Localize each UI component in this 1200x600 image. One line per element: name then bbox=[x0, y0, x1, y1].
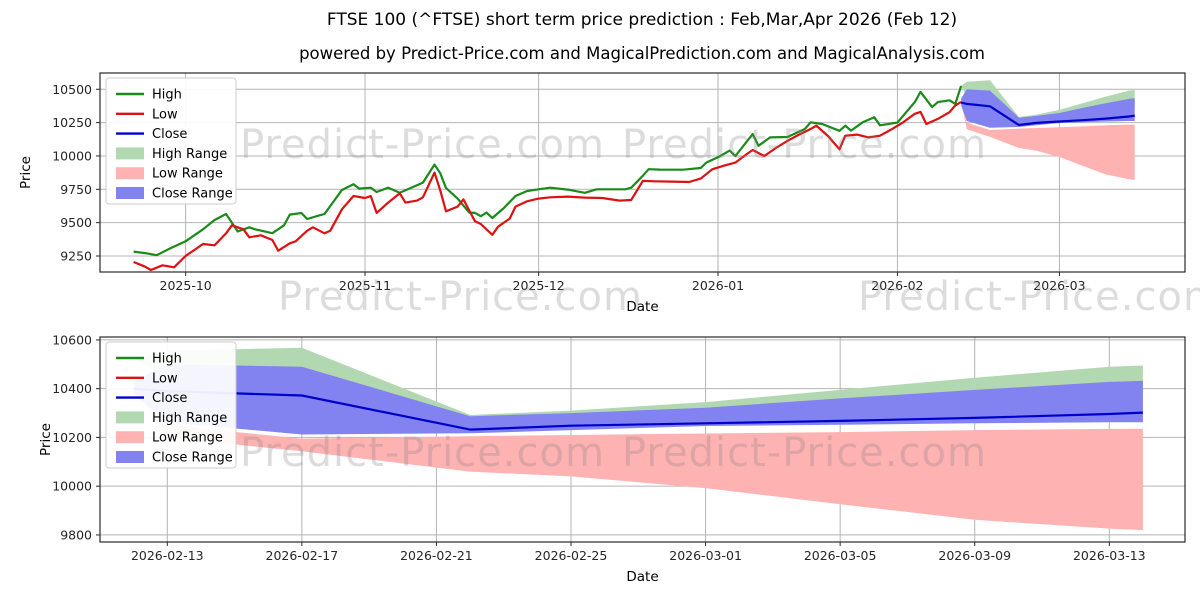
high-line bbox=[133, 85, 963, 257]
svg-text:Low Range: Low Range bbox=[152, 167, 223, 182]
svg-text:2025-10: 2025-10 bbox=[160, 278, 212, 293]
svg-text:2026-02-21: 2026-02-21 bbox=[400, 548, 473, 563]
svg-text:Close Range: Close Range bbox=[152, 187, 233, 202]
svg-text:Predict-Price.com: Predict-Price.com bbox=[858, 274, 1200, 320]
low_range-band bbox=[133, 387, 1143, 531]
plot-border bbox=[99, 72, 1186, 273]
svg-text:9500: 9500 bbox=[60, 215, 92, 230]
svg-text:2026-02-25: 2026-02-25 bbox=[535, 548, 608, 563]
svg-text:2026-02: 2026-02 bbox=[871, 278, 923, 293]
svg-text:2025-12: 2025-12 bbox=[513, 278, 565, 293]
low-range-legend-swatch bbox=[116, 431, 144, 444]
close_range-band bbox=[133, 364, 1143, 435]
close_range-band bbox=[961, 89, 1135, 128]
low-line bbox=[133, 100, 962, 272]
svg-text:Low: Low bbox=[152, 371, 178, 386]
svg-text:2026-03-09: 2026-03-09 bbox=[938, 548, 1011, 563]
svg-text:10400: 10400 bbox=[52, 381, 92, 396]
svg-text:Predict-Price.com: Predict-Price.com bbox=[622, 122, 987, 168]
svg-text:Low: Low bbox=[152, 107, 178, 122]
svg-text:2026-03: 2026-03 bbox=[1033, 278, 1085, 293]
high-range-legend-swatch bbox=[116, 147, 144, 160]
svg-text:High Range: High Range bbox=[152, 147, 227, 162]
price-history-and-prediction-panel: 2025-10 2025-11 2025-12 2026-01 2026-02 2026-… bbox=[18, 72, 1186, 315]
svg-text:Predict-Price.com: Predict-Price.com bbox=[278, 274, 643, 320]
svg-text:10600: 10600 bbox=[52, 332, 92, 347]
svg-text:2026-01: 2026-01 bbox=[692, 278, 744, 293]
svg-text:High Range: High Range bbox=[152, 411, 227, 426]
high-range-legend-swatch bbox=[116, 411, 144, 424]
svg-text:High: High bbox=[152, 352, 182, 367]
prediction-detail-legend: High Low Close High Range Low Range Close Ran… bbox=[105, 341, 237, 469]
svg-text:9800: 9800 bbox=[60, 527, 92, 542]
svg-text:2026-02-13: 2026-02-13 bbox=[131, 548, 204, 563]
svg-text:Price: Price bbox=[18, 156, 34, 189]
svg-text:Date: Date bbox=[626, 299, 658, 315]
svg-text:9250: 9250 bbox=[60, 248, 92, 263]
svg-text:10000: 10000 bbox=[52, 148, 92, 163]
svg-text:9750: 9750 bbox=[60, 182, 92, 197]
close-line bbox=[960, 101, 1135, 127]
svg-text:2026-03-01: 2026-03-01 bbox=[669, 548, 742, 563]
svg-text:Close: Close bbox=[152, 391, 187, 406]
svg-text:High: High bbox=[152, 88, 182, 103]
svg-text:2026-03-13: 2026-03-13 bbox=[1073, 548, 1146, 563]
svg-text:Predict-Price.com: Predict-Price.com bbox=[240, 430, 605, 476]
plot-border bbox=[99, 336, 1186, 543]
svg-text:2026-02-17: 2026-02-17 bbox=[266, 548, 339, 563]
svg-text:10200: 10200 bbox=[52, 430, 92, 445]
close-range-legend-swatch bbox=[116, 187, 144, 199]
svg-text:10000: 10000 bbox=[52, 479, 92, 494]
axis-ticks: 2025-10 2025-11 2025-12 2026-01 2026-02 2026-… bbox=[52, 82, 1085, 293]
svg-text:Close Range: Close Range bbox=[152, 451, 233, 466]
chart-title: FTSE 100 (^FTSE) short term price predic… bbox=[326, 10, 958, 30]
low_range-band bbox=[961, 101, 1135, 180]
svg-text:Price: Price bbox=[38, 423, 54, 456]
close-range-legend-swatch bbox=[116, 451, 144, 463]
grid bbox=[100, 73, 1185, 272]
svg-text:10500: 10500 bbox=[52, 82, 92, 97]
svg-text:Low Range: Low Range bbox=[152, 431, 223, 446]
svg-text:2026-03-05: 2026-03-05 bbox=[804, 548, 877, 563]
svg-text:Date: Date bbox=[626, 569, 658, 585]
watermark-layer: Predict-Price.com Predict-Price.com Predic… bbox=[240, 122, 1200, 476]
svg-text:10250: 10250 bbox=[52, 115, 92, 130]
svg-text:Close: Close bbox=[152, 127, 187, 142]
svg-text:Predict-Price.com: Predict-Price.com bbox=[622, 430, 987, 476]
chart-subtitle: powered by Predict-Price.com and Magical… bbox=[299, 44, 985, 63]
svg-text:Predict-Price.com: Predict-Price.com bbox=[240, 122, 605, 168]
price-history-and-prediction-legend: High Low Close High Range Low Range Close Ran… bbox=[105, 77, 237, 205]
svg-text:2025-11: 2025-11 bbox=[339, 278, 391, 293]
low-range-legend-swatch bbox=[116, 167, 144, 180]
axis-ticks: 2026-02-13 2026-02-17 2026-02-21 2026-02-25… bbox=[52, 332, 1145, 563]
